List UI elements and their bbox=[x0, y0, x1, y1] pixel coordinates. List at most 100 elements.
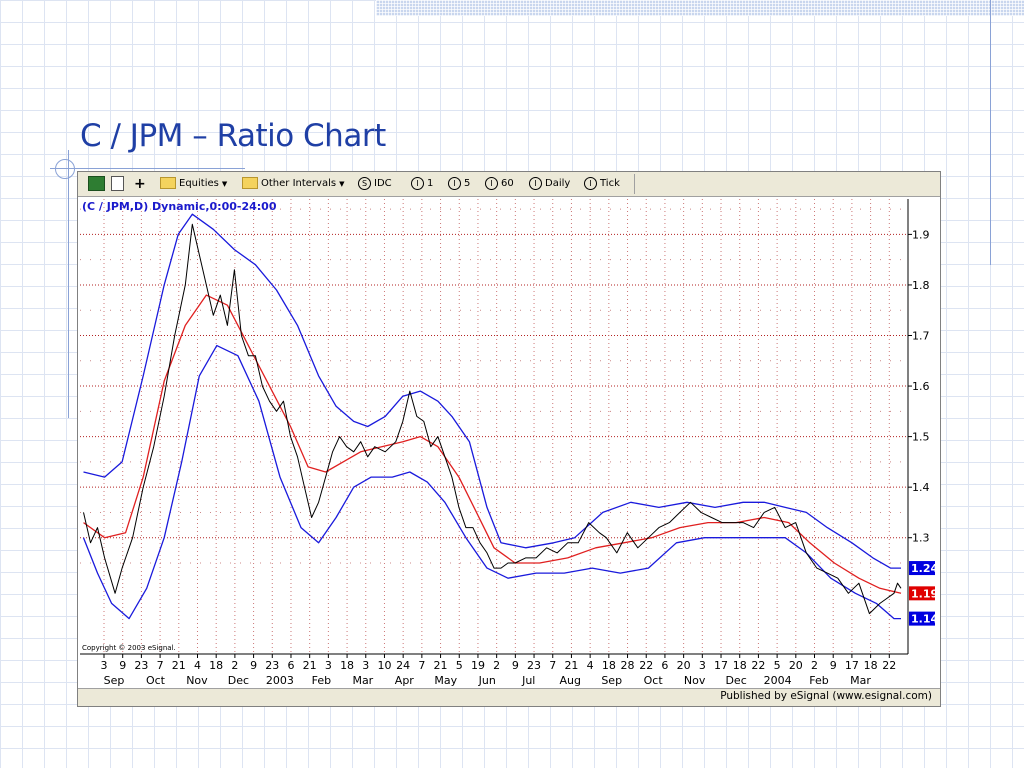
middle-value-tag-box bbox=[909, 586, 935, 601]
x-day-label: 23 bbox=[527, 659, 541, 672]
x-day-label: 3 bbox=[362, 659, 369, 672]
other-intervals-dropdown[interactable]: Other Intervals ▼ bbox=[242, 176, 344, 192]
idc-button[interactable]: S IDC bbox=[358, 176, 392, 192]
toolbar-separator bbox=[634, 174, 635, 194]
x-day-label: 21 bbox=[172, 659, 186, 672]
plus-icon: + bbox=[134, 176, 146, 192]
interval-60-label: 60 bbox=[501, 178, 514, 189]
y-tick-label: 1.9 bbox=[912, 228, 930, 241]
x-month-label: Oct bbox=[644, 674, 664, 687]
lower-value-tag-box bbox=[909, 611, 935, 626]
x-day-label: 17 bbox=[714, 659, 728, 672]
price-band-line bbox=[83, 223, 902, 615]
interval-daily-button[interactable]: I Daily bbox=[529, 176, 570, 192]
x-month-label: Aug bbox=[559, 674, 580, 687]
x-day-label: 9 bbox=[830, 659, 837, 672]
x-day-label: 3 bbox=[101, 659, 108, 672]
x-month-label: 2004 bbox=[764, 674, 792, 687]
y-tick-label: 1.5 bbox=[912, 431, 930, 444]
toolbar-grid-button[interactable] bbox=[88, 176, 105, 192]
interval-60-button[interactable]: I 60 bbox=[485, 176, 514, 192]
x-month-label: Jul bbox=[521, 674, 535, 687]
x-day-label: 7 bbox=[418, 659, 425, 672]
x-day-label: 23 bbox=[265, 659, 279, 672]
i-circle-icon: I bbox=[529, 176, 542, 190]
decorative-circle bbox=[55, 159, 75, 179]
idc-label: IDC bbox=[374, 178, 392, 189]
x-month-label: Apr bbox=[395, 674, 415, 687]
x-month-label: Oct bbox=[146, 674, 166, 687]
x-month-label: Dec bbox=[725, 674, 746, 687]
x-day-label: 18 bbox=[602, 659, 616, 672]
right-decorative-line bbox=[990, 0, 991, 265]
top-decorative-band bbox=[376, 0, 1024, 16]
x-day-label: 23 bbox=[134, 659, 148, 672]
upper-value-tag-box bbox=[909, 561, 935, 576]
x-month-label: Nov bbox=[186, 674, 208, 687]
x-month-label: 2003 bbox=[266, 674, 294, 687]
x-day-label: 20 bbox=[677, 659, 691, 672]
title-underline bbox=[50, 168, 245, 169]
x-day-label: 18 bbox=[733, 659, 747, 672]
chevron-down-icon: ▼ bbox=[221, 180, 228, 188]
published-by-text: Published by eSignal (www.esignal.com) bbox=[720, 690, 932, 702]
interval-tick-button[interactable]: I Tick bbox=[584, 176, 620, 192]
slide-title: C / JPM – Ratio Chart bbox=[80, 118, 386, 154]
chart-footer: Published by eSignal (www.esignal.com) bbox=[78, 688, 940, 706]
chart-copyright: Copyright © 2003 eSignal. bbox=[82, 644, 176, 652]
x-month-label: Dec bbox=[228, 674, 249, 687]
x-day-label: 17 bbox=[845, 659, 859, 672]
toolbar-add-button[interactable]: + bbox=[134, 176, 146, 192]
equities-dropdown[interactable]: Equities ▼ bbox=[160, 176, 227, 192]
x-day-label: 4 bbox=[587, 659, 594, 672]
ratio-chart: 1.3 1.4 1.5 1.6 1.7 1.8 1.9 1.24 1.19 1.14 (C / JP… bbox=[80, 199, 938, 687]
left-decorative-line bbox=[68, 150, 69, 418]
x-day-label: 21 bbox=[303, 659, 317, 672]
i-circle-icon: I bbox=[448, 176, 461, 190]
x-day-label: 21 bbox=[564, 659, 578, 672]
i-circle-icon: I bbox=[485, 176, 498, 190]
x-day-label: 19 bbox=[471, 659, 485, 672]
upper-value-tag: 1.24 bbox=[911, 562, 938, 575]
x-day-label: 2 bbox=[493, 659, 500, 672]
chevron-down-icon: ▼ bbox=[339, 180, 345, 188]
y-tick-label: 1.7 bbox=[912, 330, 930, 343]
chart-title: (C / JPM,D) Dynamic,0:00-24:00 bbox=[82, 200, 277, 213]
folder-icon bbox=[242, 177, 258, 189]
lower-value-tag: 1.14 bbox=[911, 613, 938, 626]
x-day-label: 6 bbox=[287, 659, 294, 672]
y-tick-label: 1.4 bbox=[912, 481, 930, 494]
interval-daily-label: Daily bbox=[545, 178, 571, 189]
x-day-label: 9 bbox=[250, 659, 257, 672]
lower-band-line bbox=[82, 344, 901, 620]
y-tick-label: 1.6 bbox=[912, 380, 930, 393]
x-day-label: 9 bbox=[512, 659, 519, 672]
x-day-label: 24 bbox=[396, 659, 410, 672]
middle-value-tag: 1.19 bbox=[911, 587, 938, 600]
x-day-label: 28 bbox=[621, 659, 635, 672]
x-month-label: Mar bbox=[850, 674, 871, 687]
x-day-label: 3 bbox=[325, 659, 332, 672]
x-day-label: 7 bbox=[549, 659, 556, 672]
x-day-label: 21 bbox=[434, 659, 448, 672]
x-month-label: Nov bbox=[684, 674, 706, 687]
plot-area bbox=[80, 199, 908, 654]
interval-tick-label: Tick bbox=[600, 178, 620, 189]
x-month-label: Jun bbox=[478, 674, 496, 687]
x-month-label: Feb bbox=[809, 674, 828, 687]
x-month-label: Sep bbox=[601, 674, 622, 687]
x-day-label: 22 bbox=[751, 659, 765, 672]
toolbar-document-button[interactable] bbox=[111, 176, 124, 192]
x-day-label: 20 bbox=[789, 659, 803, 672]
i-circle-icon: I bbox=[584, 176, 597, 190]
y-tick-label: 1.3 bbox=[912, 532, 930, 545]
x-day-label: 18 bbox=[209, 659, 223, 672]
x-day-label: 6 bbox=[661, 659, 668, 672]
x-month-label: May bbox=[434, 674, 457, 687]
upper-band-line bbox=[83, 213, 901, 569]
x-day-label: 9 bbox=[119, 659, 126, 672]
